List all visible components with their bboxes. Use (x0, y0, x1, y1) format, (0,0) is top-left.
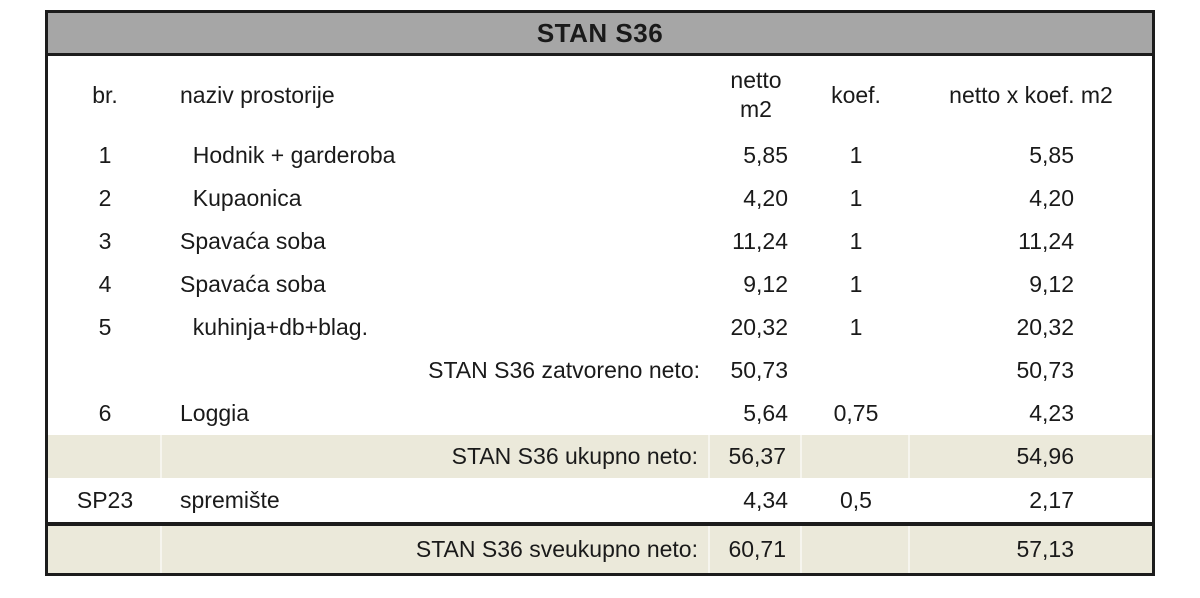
cell-koef: 1 (849, 142, 863, 168)
cell-br: 1 (98, 142, 112, 168)
subtotal-label: STAN S36 zatvoreno neto: (428, 357, 700, 383)
cell-br (48, 349, 162, 392)
cell-total: 57,13 (1016, 536, 1074, 562)
table-row-6: 6 Loggia 5,64 0,75 4,23 (48, 392, 1152, 435)
column-header-koef: koef. (831, 81, 881, 108)
cell-total: 20,32 (1016, 314, 1074, 340)
column-header-total: netto x koef. m2 (949, 81, 1113, 108)
cell-netto: 20,32 (730, 314, 788, 340)
cell-total: 54,96 (1016, 443, 1074, 469)
table-row-2: 2 Kupaonica 4,20 1 4,20 (48, 177, 1152, 220)
apartment-area-table: STAN S36 br. naziv prostorije netto m2 k… (45, 10, 1155, 576)
cell-netto: 4,20 (743, 185, 788, 211)
cell-netto: 60,71 (710, 526, 802, 573)
cell-koef: 0,75 (833, 400, 879, 426)
column-header-row: br. naziv prostorije netto m2 koef. nett… (48, 56, 1152, 134)
cell-naziv: spremište (180, 486, 280, 513)
subtotal-row-ukupno: STAN S36 ukupno neto: 56,37 54,96 (48, 435, 1152, 478)
cell-br: 4 (98, 271, 112, 297)
cell-br: 3 (98, 228, 112, 254)
cell-netto: 5,85 (743, 142, 788, 168)
cell-netto: 11,24 (732, 228, 788, 254)
grand-total-label: STAN S36 sveukupno neto: (162, 526, 710, 573)
cell-br: 6 (98, 400, 112, 426)
table-row-3: 3 Spavaća soba 11,24 1 11,24 (48, 220, 1152, 263)
cell-koef: 1 (849, 271, 863, 297)
subtotal-row-zatvoreno: STAN S36 zatvoreno neto: 50,73 50,73 (48, 349, 1152, 392)
cell-total: 5,85 (1029, 142, 1074, 168)
column-header-br: br. (92, 81, 118, 108)
cell-br: 2 (98, 185, 112, 211)
cell-koef: 1 (849, 185, 863, 211)
column-header-netto: netto m2 (730, 67, 782, 122)
cell-naziv: Kupaonica (180, 185, 302, 211)
grand-total-row: STAN S36 sveukupno neto: 60,71 57,13 (48, 522, 1152, 573)
cell-naziv: Hodnik + garderoba (180, 142, 396, 168)
cell-netto: 9,12 (743, 271, 788, 297)
table-title: STAN S36 (536, 17, 664, 48)
cell-br (48, 435, 162, 478)
table-row-4: 4 Spavaća soba 9,12 1 9,12 (48, 263, 1152, 306)
cell-netto: 50,73 (730, 357, 788, 383)
cell-koef: 1 (849, 314, 863, 340)
cell-br: SP23 (76, 486, 134, 513)
cell-total: 9,12 (1029, 271, 1074, 297)
cell-naziv: Spavaća soba (180, 271, 326, 297)
cell-netto: 4,34 (743, 486, 788, 513)
cell-naziv: Spavaća soba (180, 228, 326, 254)
cell-total: 4,23 (1029, 400, 1074, 426)
cell-koef (802, 526, 910, 573)
subtotal-label: STAN S36 ukupno neto: (162, 435, 710, 478)
cell-total: 11,24 (1018, 228, 1074, 254)
cell-br (48, 526, 162, 573)
cell-netto: 56,37 (710, 435, 802, 478)
table-title-bar: STAN S36 (48, 13, 1152, 56)
cell-naziv: kuhinja+db+blag. (180, 314, 368, 340)
column-header-naziv: naziv prostorije (180, 81, 335, 108)
cell-koef: 0,5 (840, 486, 872, 513)
cell-naziv: Loggia (180, 400, 250, 426)
cell-total: 2,17 (1029, 486, 1074, 513)
cell-koef (802, 435, 910, 478)
cell-total: 4,20 (1029, 185, 1074, 211)
cell-netto: 5,64 (743, 400, 788, 426)
table-row-sp23: SP23 spremište 4,34 0,5 2,17 (48, 478, 1152, 522)
cell-br: 5 (98, 314, 112, 340)
cell-koef (802, 349, 910, 392)
cell-total: 50,73 (1016, 357, 1074, 383)
table-row-1: 1 Hodnik + garderoba 5,85 1 5,85 (48, 134, 1152, 177)
cell-koef: 1 (849, 228, 863, 254)
table-row-5: 5 kuhinja+db+blag. 20,32 1 20,32 (48, 306, 1152, 349)
